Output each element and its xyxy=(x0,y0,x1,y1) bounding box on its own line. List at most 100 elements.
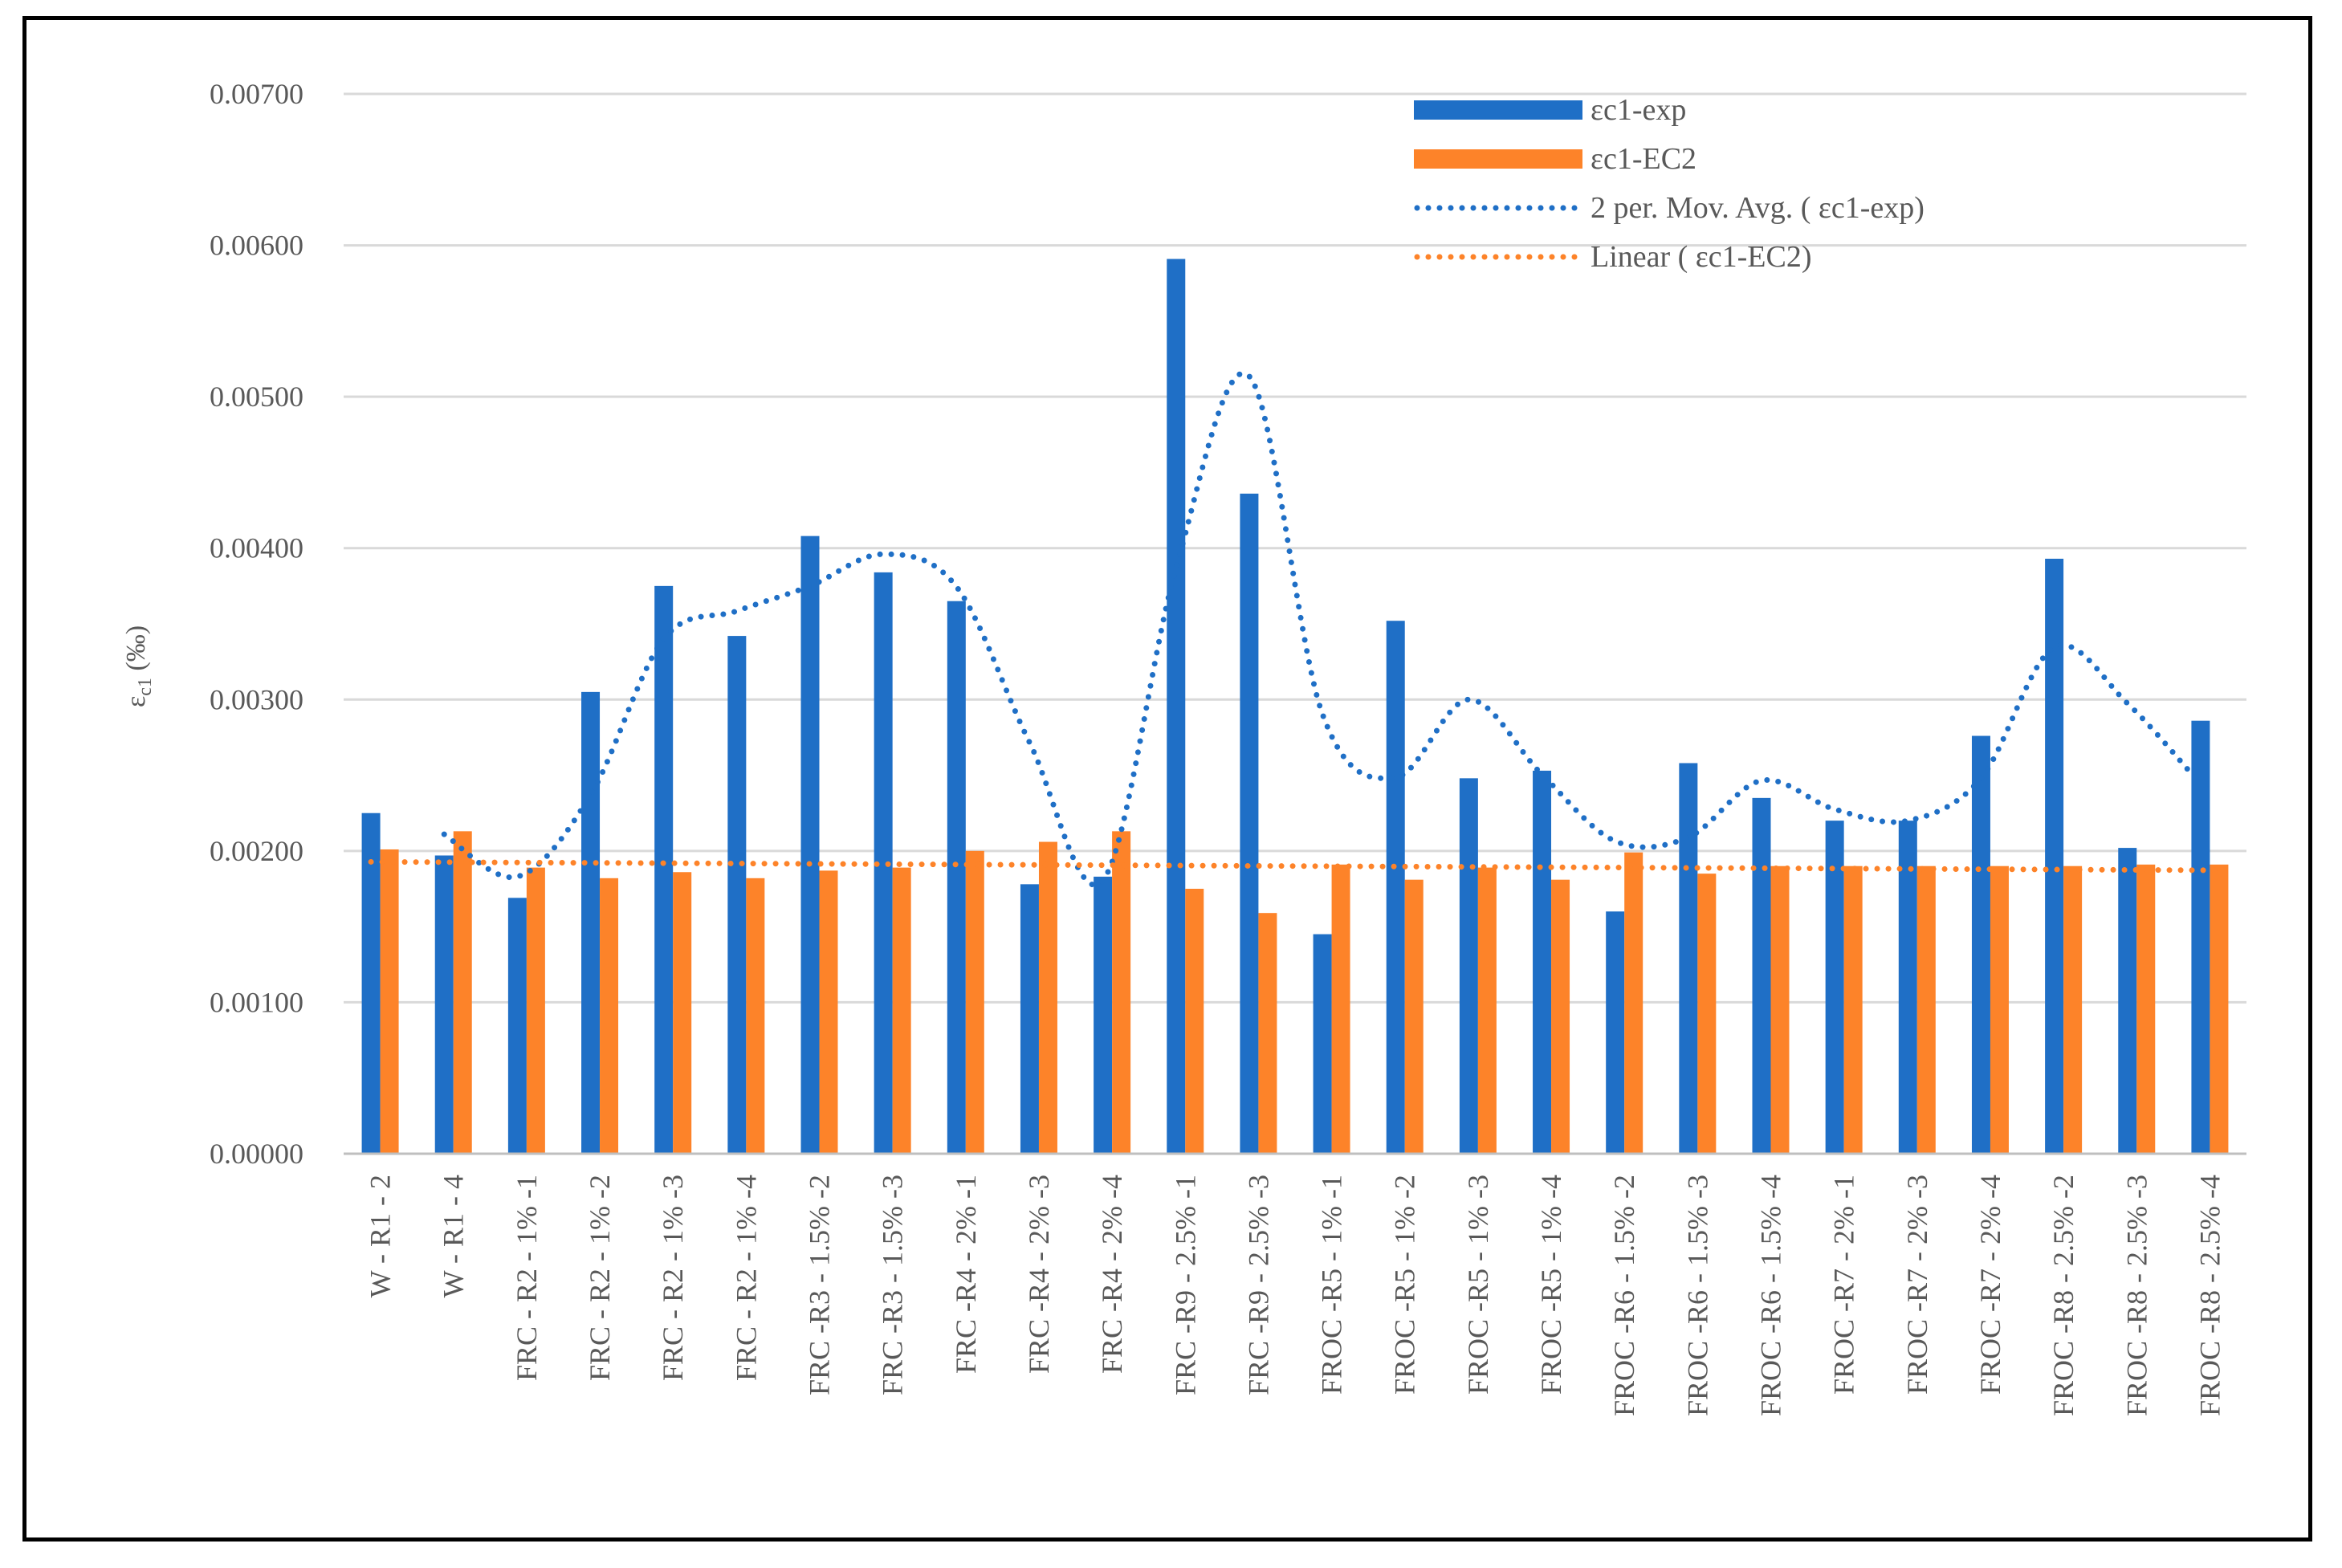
bar-ec2 xyxy=(892,867,911,1154)
legend-swatch xyxy=(1414,149,1582,169)
legend-item-ec2: εc1-EC2 xyxy=(1414,142,1696,176)
bar-exp xyxy=(1606,911,1625,1154)
bar-ec2 xyxy=(1185,889,1204,1154)
x-axis-tick-labels: W - R1 - 2 W - R1 - 4 FRC - R2 - 1% -1 FRC … xyxy=(365,1175,2226,1416)
legend-label: 2 per. Mov. Avg. ( εc1-exp) xyxy=(1591,191,1925,225)
bar-chart: 0.00000 0.00100 0.00200 0.00300 0.00400 0.005… xyxy=(121,78,2246,1416)
y-tick-label: 0.00700 xyxy=(210,78,303,110)
bar-ec2 xyxy=(1331,864,1350,1154)
bar-ec2 xyxy=(1697,874,1717,1154)
bar-exp xyxy=(800,536,820,1154)
x-tick-label: FRC - R2 - 1% -1 xyxy=(511,1175,543,1381)
x-tick-label: FRC - R2 - 1% -2 xyxy=(584,1175,616,1381)
x-tick-label: FROC -R5 - 1% -1 xyxy=(1316,1175,1348,1395)
x-tick-label: FRC -R3 - 1.5% -2 xyxy=(804,1175,836,1395)
bar-exp xyxy=(1313,934,1332,1154)
bar-exp xyxy=(2191,720,2210,1154)
bar-exp xyxy=(1167,259,1186,1154)
bar-ec2 xyxy=(1038,841,1057,1154)
bar-ec2 xyxy=(1258,913,1277,1154)
bar-exp xyxy=(1459,778,1478,1154)
legend-label: Linear ( εc1-EC2) xyxy=(1591,240,1812,274)
bar-exp xyxy=(947,601,966,1154)
bar-ec2 xyxy=(453,831,472,1154)
legend: εc1-exp εc1-EC2 2 per. Mov. Avg. ( εc1-exp… xyxy=(1414,93,1925,274)
y-axis-label-unit: (‰) xyxy=(121,625,151,678)
bar-ec2 xyxy=(1990,865,2009,1154)
legend-item-linear: Linear ( εc1-EC2) xyxy=(1414,240,1812,274)
bar-ec2 xyxy=(746,878,765,1154)
bar-ec2 xyxy=(1770,865,1790,1154)
bar-exp xyxy=(1971,735,1990,1154)
x-tick-label: W - R1 - 2 xyxy=(365,1175,397,1297)
bar-ec2 xyxy=(965,850,984,1154)
bar-ec2 xyxy=(1477,867,1497,1154)
bar-ec2 xyxy=(1551,879,1570,1154)
x-tick-label: FROC -R5 - 1% -2 xyxy=(1389,1175,1421,1395)
bar-exp xyxy=(361,813,381,1154)
x-tick-label: FRC - R2 - 1% -3 xyxy=(657,1175,689,1381)
x-tick-label: FROC -R7 - 2% -3 xyxy=(1901,1175,1933,1395)
x-tick-label: FROC -R8 - 2.5% -3 xyxy=(2120,1175,2153,1416)
bar-exp xyxy=(1752,797,1771,1154)
x-tick-label: FROC -R6 - 1.5% -3 xyxy=(1681,1175,1713,1416)
bar-exp xyxy=(727,636,747,1154)
bar-exp xyxy=(434,855,454,1154)
bar-exp xyxy=(654,585,674,1154)
bar-ec2 xyxy=(2063,865,2083,1154)
x-tick-label: FROC -R6 - 1.5% -4 xyxy=(1755,1175,1787,1416)
x-tick-label: FRC -R9 - 2.5% -1 xyxy=(1169,1175,1201,1395)
x-tick-label: FROC -R7 - 2% -4 xyxy=(1974,1175,2006,1395)
bar-ec2 xyxy=(819,870,838,1154)
legend-label: εc1-exp xyxy=(1591,93,1686,127)
y-tick-label: 0.00500 xyxy=(210,381,303,413)
x-tick-label: FROC -R6 - 1.5% -2 xyxy=(1608,1175,1640,1416)
bar-ec2 xyxy=(526,867,545,1154)
bar-exp xyxy=(1825,821,1844,1154)
bar-ec2 xyxy=(1624,852,1643,1154)
bar-exp xyxy=(507,898,527,1154)
legend-item-moving-average: 2 per. Mov. Avg. ( εc1-exp) xyxy=(1414,191,1925,225)
bar-ec2 xyxy=(1112,831,1131,1154)
bar-exp xyxy=(2118,848,2137,1154)
x-tick-label: FRC -R4 - 2% -4 xyxy=(1096,1175,1128,1374)
bar-ec2 xyxy=(1404,879,1424,1154)
x-tick-label: FROC -R5 - 1% -4 xyxy=(1535,1175,1567,1395)
bar-exp xyxy=(581,691,601,1154)
moving-average-trendline xyxy=(441,370,2204,888)
bar-ec2 xyxy=(380,849,399,1154)
bar-exp xyxy=(1094,876,1113,1154)
y-tick-label: 0.00600 xyxy=(210,230,303,262)
y-tick-label: 0.00200 xyxy=(210,835,303,867)
bar-exp xyxy=(2045,558,2064,1154)
bar-exp xyxy=(1679,763,1698,1154)
legend-label: εc1-EC2 xyxy=(1591,142,1696,176)
y-tick-label: 0.00000 xyxy=(210,1138,303,1170)
x-tick-label: FROC -R8 - 2.5% -2 xyxy=(2047,1175,2079,1416)
bar-exp xyxy=(874,572,893,1154)
bar-exp xyxy=(1020,884,1039,1154)
bars xyxy=(361,259,2229,1154)
bar-exp xyxy=(1386,621,1405,1154)
x-tick-label: FROC -R8 - 2.5% -4 xyxy=(2193,1175,2226,1416)
y-tick-label: 0.00100 xyxy=(210,986,303,1018)
x-tick-label: FROC -R5 - 1% -3 xyxy=(1462,1175,1494,1395)
bar-ec2 xyxy=(673,872,692,1154)
x-tick-label: FRC -R9 - 2.5% -3 xyxy=(1242,1175,1274,1395)
x-tick-label: FRC -R3 - 1.5% -3 xyxy=(877,1175,909,1395)
bar-ec2 xyxy=(1916,865,1936,1154)
linear-trendline xyxy=(368,858,2222,874)
bar-ec2 xyxy=(1843,865,1863,1154)
legend-item-exp: εc1-exp xyxy=(1414,93,1686,127)
x-tick-label: FRC - R2 - 1% -4 xyxy=(730,1175,762,1381)
legend-swatch xyxy=(1414,100,1582,120)
x-tick-label: W - R1 - 4 xyxy=(438,1175,470,1297)
y-axis-label-subscript: c1 xyxy=(135,678,156,696)
y-axis-tick-labels: 0.00000 0.00100 0.00200 0.00300 0.00400 0.005… xyxy=(210,78,303,1170)
y-tick-label: 0.00400 xyxy=(210,532,303,564)
bar-ec2 xyxy=(2136,864,2156,1154)
x-tick-label: FRC -R4 - 2% -1 xyxy=(950,1175,982,1374)
bar-exp xyxy=(1898,821,1917,1154)
trendlines xyxy=(368,370,2222,888)
y-tick-label: 0.00300 xyxy=(210,683,303,715)
